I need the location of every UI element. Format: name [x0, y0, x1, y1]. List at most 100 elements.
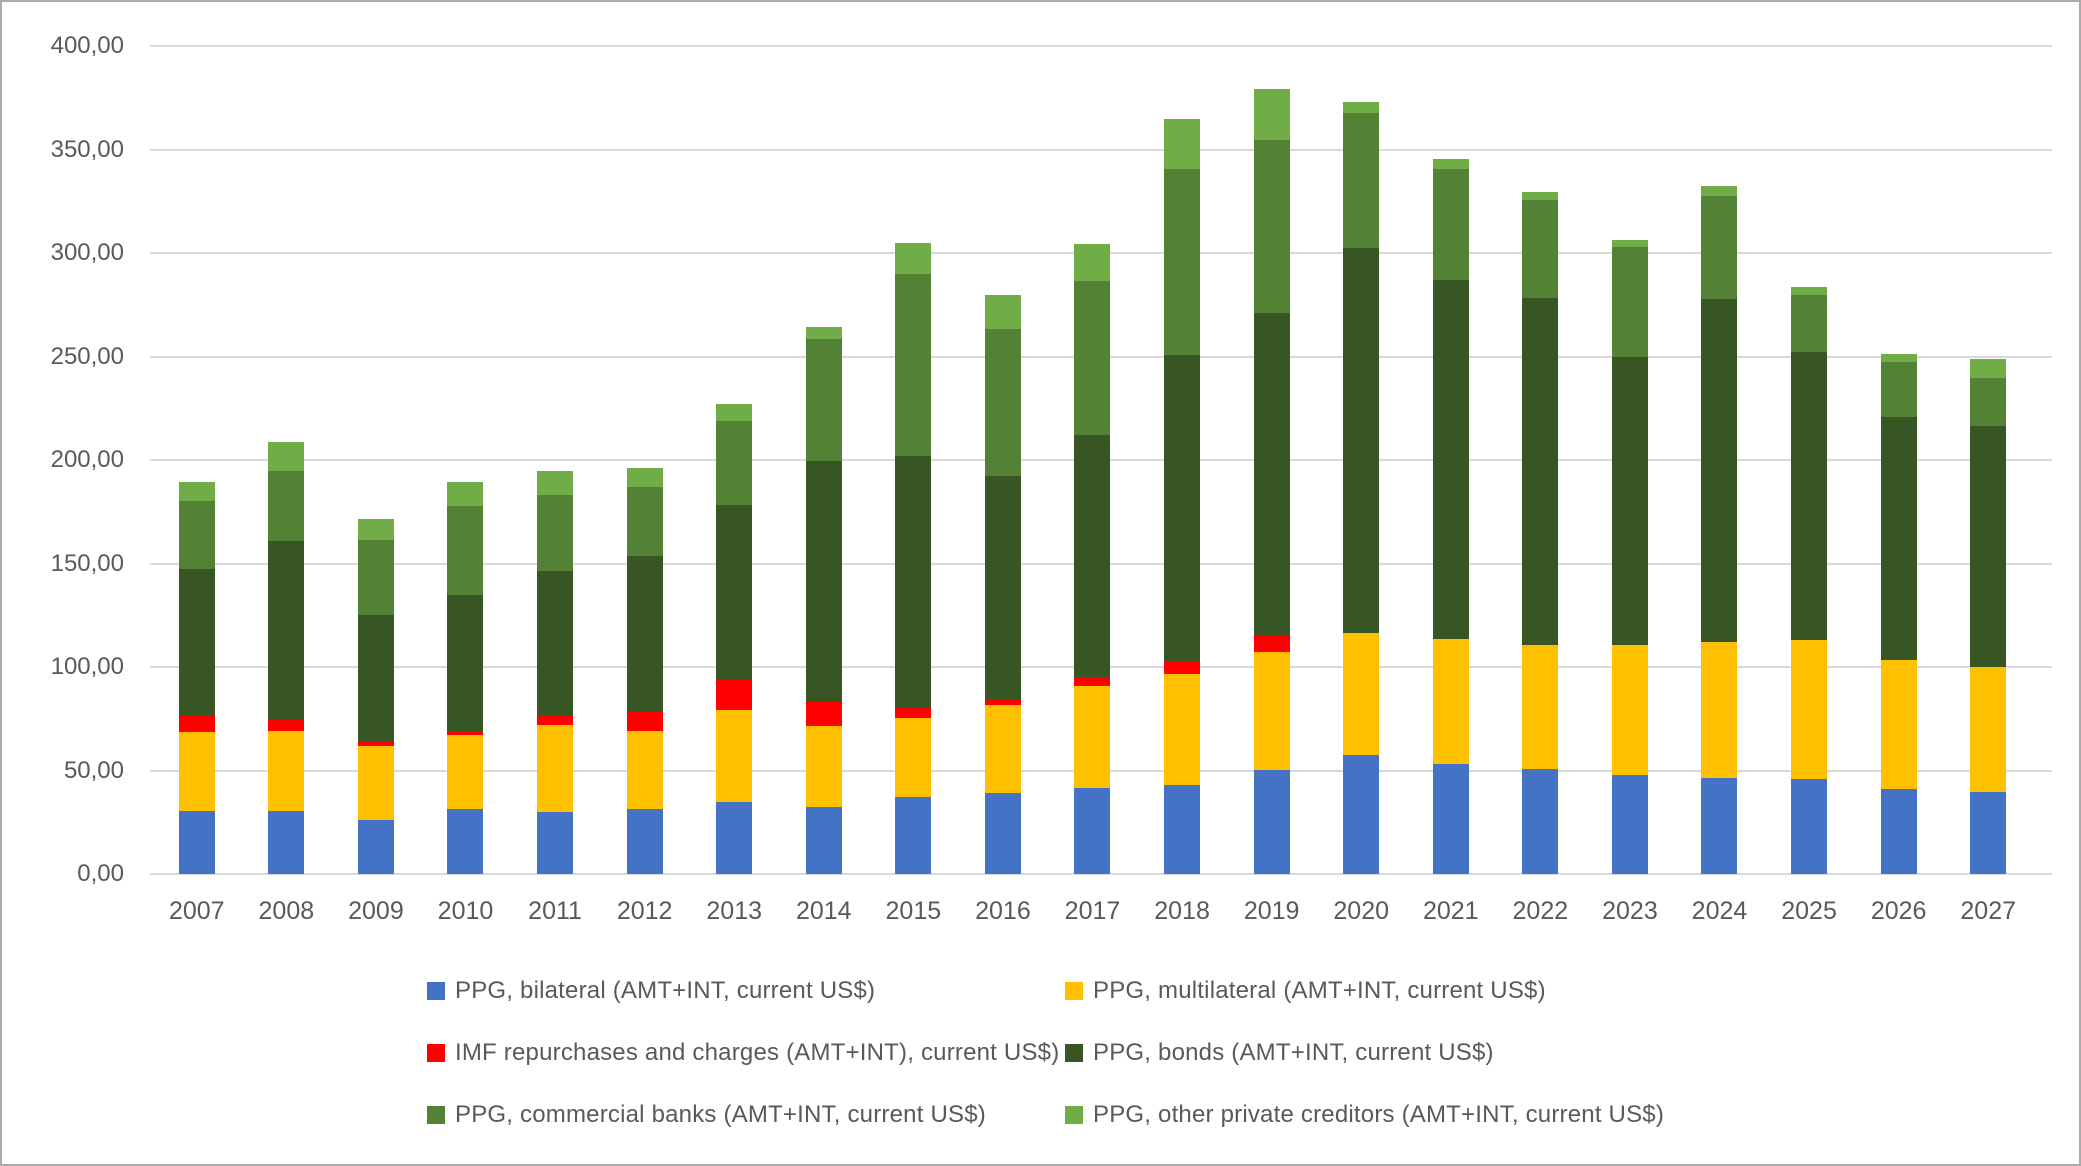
- bar-column-2020: [1316, 46, 1406, 874]
- stacked-bar-2022: [1522, 192, 1558, 874]
- stacked-bar-2021: [1433, 159, 1469, 874]
- segment: [1701, 299, 1737, 642]
- stacked-bar-2017: [1074, 244, 1110, 874]
- legend-item: PPG, multilateral (AMT+INT, current US$): [1065, 976, 1546, 1006]
- x-axis-tick-label: 2020: [1316, 895, 1406, 927]
- segment: [537, 716, 573, 725]
- segment: [1701, 778, 1737, 874]
- segment: [1164, 119, 1200, 169]
- x-axis-tick-label: 2025: [1764, 895, 1854, 927]
- bar-column-2015: [869, 46, 959, 874]
- segment: [716, 505, 752, 678]
- segment: [985, 329, 1021, 476]
- x-axis-tick-label: 2010: [421, 895, 511, 927]
- segment: [895, 243, 931, 274]
- segment: [537, 495, 573, 572]
- x-axis-tick-label: 2016: [958, 895, 1048, 927]
- x-axis-tick-label: 2008: [242, 895, 332, 927]
- segment: [716, 421, 752, 505]
- segment: [179, 501, 215, 568]
- segment: [1074, 435, 1110, 677]
- legend: PPG, bilateral (AMT+INT, current US$) PPG…: [2, 960, 2079, 1160]
- segment: [895, 274, 931, 456]
- y-axis-tick-label: 0,00: [2, 859, 124, 889]
- x-axis-tick-label: 2014: [779, 895, 869, 927]
- segment: [1254, 770, 1290, 874]
- segment: [1881, 362, 1917, 417]
- x-axis-tick-label: 2022: [1496, 895, 1586, 927]
- segment: [1164, 169, 1200, 355]
- y-axis-tick-label: 400,00: [2, 31, 124, 61]
- legend-item: PPG, commercial banks (AMT+INT, current …: [427, 1100, 986, 1130]
- x-axis-tick-label: 2026: [1854, 895, 1944, 927]
- stacked-bar-2027: [1970, 359, 2006, 874]
- legend-label: PPG, other private creditors (AMT+INT, c…: [1093, 1101, 1664, 1129]
- segment: [1433, 169, 1469, 279]
- segment: [1164, 661, 1200, 674]
- y-axis-tick-label: 50,00: [2, 756, 124, 786]
- segment: [895, 707, 931, 718]
- segment: [179, 715, 215, 733]
- segment: [537, 471, 573, 495]
- bar-column-2026: [1854, 46, 1944, 874]
- stacked-bar-2023: [1612, 240, 1648, 874]
- segment: [1433, 764, 1469, 874]
- stacked-bar-2014: [806, 327, 842, 874]
- segment: [447, 506, 483, 594]
- segment: [806, 327, 842, 339]
- segment: [1970, 667, 2006, 792]
- segment: [1164, 674, 1200, 785]
- legend-item: IMF repurchases and charges (AMT+INT), c…: [427, 1038, 1059, 1068]
- bar-column-2011: [510, 46, 600, 874]
- segment: [1074, 677, 1110, 686]
- legend-item: PPG, other private creditors (AMT+INT, c…: [1065, 1100, 1664, 1130]
- segment: [895, 797, 931, 874]
- segment: [358, 540, 394, 616]
- legend-swatch-icon: [427, 1106, 445, 1124]
- segment: [179, 732, 215, 810]
- legend-label: PPG, bilateral (AMT+INT, current US$): [455, 977, 875, 1005]
- segment: [1612, 247, 1648, 356]
- segment: [1791, 779, 1827, 874]
- segment: [358, 820, 394, 874]
- bar-column-2022: [1496, 46, 1586, 874]
- segment: [985, 793, 1021, 874]
- stacked-bar-2009: [358, 519, 394, 874]
- x-axis-tick-label: 2023: [1585, 895, 1675, 927]
- segment: [1612, 240, 1648, 248]
- stacked-bar-2026: [1881, 354, 1917, 874]
- segment: [806, 807, 842, 874]
- segment: [716, 710, 752, 802]
- segment: [1433, 280, 1469, 640]
- segment: [447, 735, 483, 808]
- bar-column-2012: [600, 46, 690, 874]
- bar-column-2017: [1048, 46, 1138, 874]
- legend-swatch-icon: [1065, 1106, 1083, 1124]
- segment: [537, 571, 573, 716]
- legend-swatch-icon: [1065, 1044, 1083, 1062]
- segment: [1254, 313, 1290, 636]
- segment: [1522, 645, 1558, 769]
- bar-column-2025: [1764, 46, 1854, 874]
- segment: [268, 471, 304, 540]
- segment: [806, 461, 842, 702]
- segment: [1612, 357, 1648, 646]
- segment: [1701, 642, 1737, 778]
- x-axis-tick-label: 2012: [600, 895, 690, 927]
- chart-frame: 400,00350,00300,00250,00200,00150,00100,…: [0, 0, 2081, 1166]
- segment: [1343, 755, 1379, 874]
- segment: [1074, 686, 1110, 788]
- segment: [1970, 378, 2006, 426]
- segment: [1074, 244, 1110, 281]
- legend-swatch-icon: [427, 982, 445, 1000]
- x-axis-tick-label: 2027: [1943, 895, 2033, 927]
- bar-column-2019: [1227, 46, 1317, 874]
- segment: [537, 725, 573, 812]
- stacked-bar-2007: [179, 482, 215, 874]
- x-axis-tick-label: 2007: [152, 895, 242, 927]
- segment: [268, 541, 304, 720]
- y-axis-tick-label: 250,00: [2, 342, 124, 372]
- y-axis-tick-label: 200,00: [2, 445, 124, 475]
- segment: [358, 746, 394, 819]
- segment: [358, 519, 394, 539]
